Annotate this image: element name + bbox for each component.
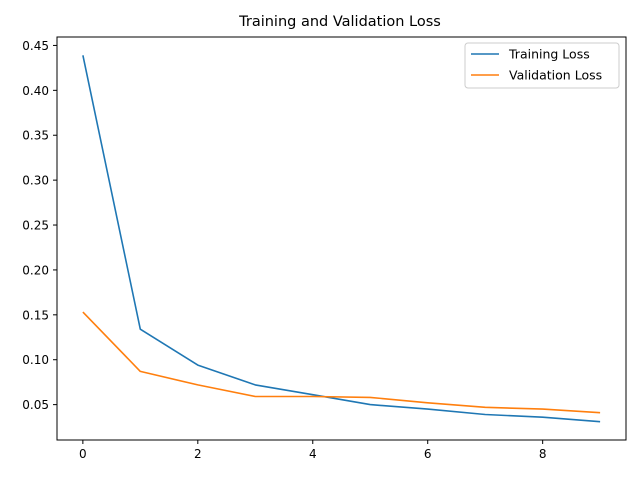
axes	[56, 36, 627, 441]
y-tick-label: 0.05	[22, 398, 49, 412]
legend-label: Validation Loss	[509, 68, 602, 83]
y-tick-label: 0.15	[22, 308, 49, 322]
x-tick-label: 0	[79, 447, 87, 461]
y-tick-label: 0.35	[22, 129, 49, 143]
y-tick-label: 0.40	[22, 84, 49, 98]
x-tick-label: 6	[424, 447, 432, 461]
legend: Training Loss Validation Loss	[464, 42, 620, 89]
x-axis-ticks: 0 2 4 6 8	[79, 440, 546, 461]
x-tick-label: 2	[194, 447, 202, 461]
plot-frame	[56, 36, 627, 441]
y-tick-label: 0.20	[22, 263, 49, 277]
x-tick-label: 8	[539, 447, 547, 461]
y-tick-label: 0.30	[22, 174, 49, 188]
y-axis-ticks: 0.05 0.10 0.15 0.20 0.25 0.30 0.35 0.40 0.45	[22, 39, 57, 412]
x-tick-label: 4	[309, 447, 317, 461]
series-line-training-loss	[82, 55, 601, 423]
y-tick-label: 0.10	[22, 353, 49, 367]
legend-label: Training Loss	[508, 47, 590, 62]
series-lines	[82, 55, 601, 423]
y-tick-label: 0.45	[22, 39, 49, 53]
y-tick-label: 0.25	[22, 219, 49, 233]
legend-box	[464, 42, 620, 89]
series-line-validation-loss	[82, 311, 601, 414]
chart-title: Training and Validation Loss	[238, 14, 441, 30]
